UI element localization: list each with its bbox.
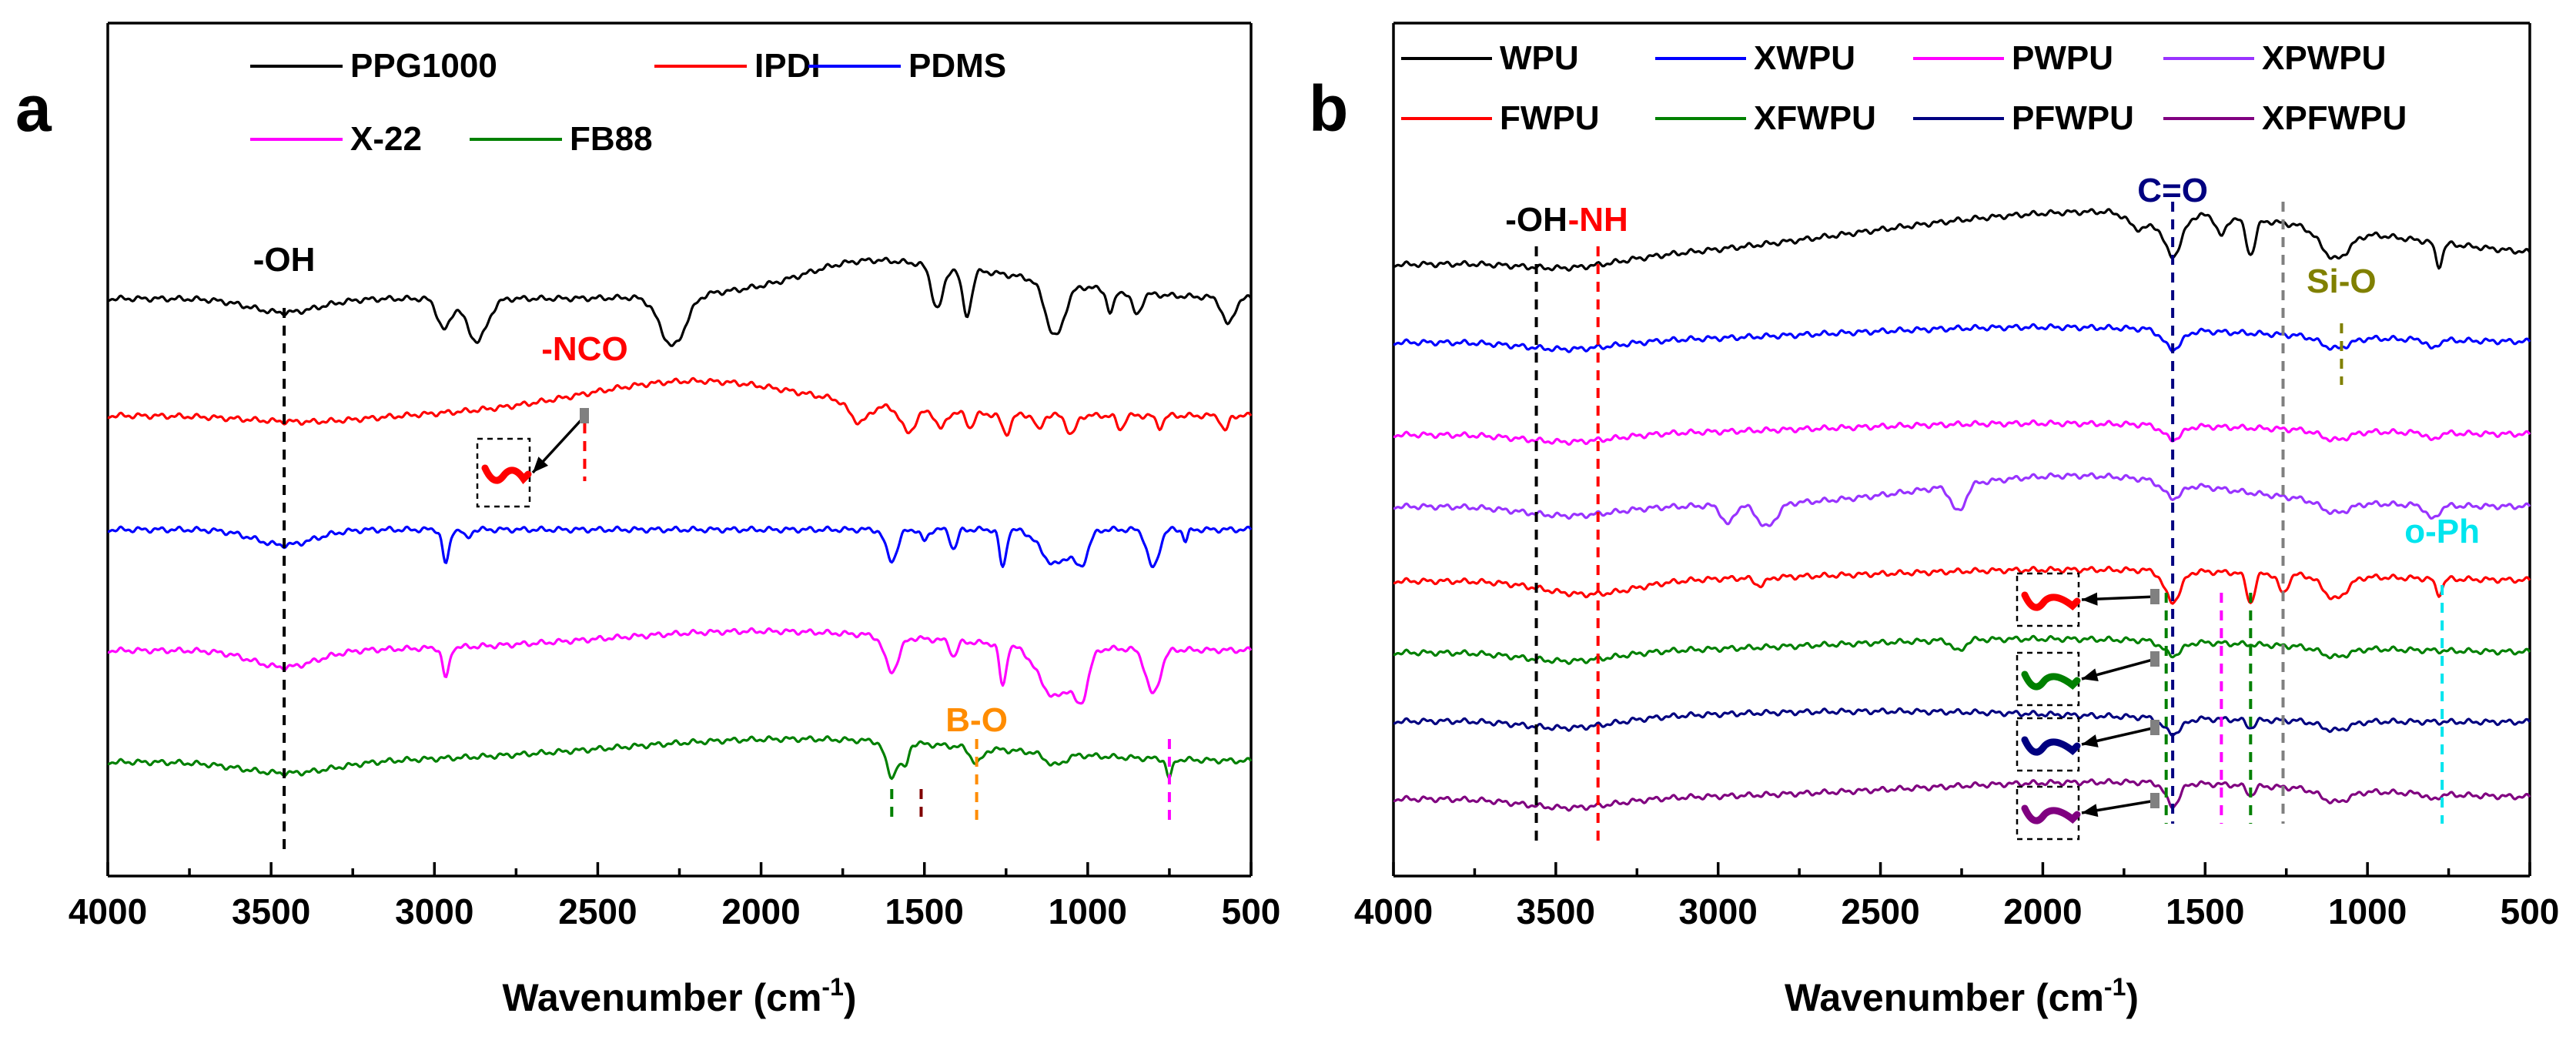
peak-annotation: o-Ph (2404, 513, 2480, 550)
spectrum-wpu (1393, 208, 2531, 272)
peak-annotation: -NH (1568, 201, 1628, 239)
spectrum-x-22 (107, 627, 1253, 705)
legend-label: XPWPU (2262, 39, 2386, 77)
spectrum-fb88 (107, 735, 1253, 781)
x-tick-label: 2000 (2003, 891, 2082, 931)
peak-annotation: -OH (1505, 201, 1567, 239)
x-tick-label: 2500 (558, 891, 637, 931)
peak-annotation: C=O (2137, 172, 2208, 209)
legend-label: XFWPU (1754, 99, 1876, 137)
peak-annotation: B-O (945, 701, 1008, 739)
zoom-region-marker (2150, 793, 2159, 808)
spectrum-ipdi (107, 376, 1253, 437)
x-tick-label: 3500 (232, 891, 310, 931)
inset-arrowhead (2082, 592, 2098, 606)
panel-a: 4000 3500 3000 2500 2000 1500 1000 500 Wavenumbe… (15, 22, 1281, 1019)
inset-arrowhead (2082, 668, 2099, 681)
inset-squiggle (2021, 670, 2081, 691)
x-tick-label: 4000 (1354, 891, 1433, 931)
legend-label: PDMS (908, 47, 1006, 85)
zoom-region-marker (2150, 651, 2159, 667)
inset-squiggle (481, 464, 532, 484)
legend-label: FWPU (1500, 99, 1600, 137)
x-tick-label: 4000 (69, 891, 147, 931)
spectrum-ppg1000 (107, 256, 1253, 347)
zoom-region-marker (580, 408, 589, 423)
spectrum-pwpu (1393, 419, 2531, 446)
inset-squiggle (2021, 736, 2081, 756)
inset-arrowhead (533, 456, 549, 473)
spectrum-xfwpu (1393, 634, 2531, 665)
x-tick-label: 3500 (1517, 891, 1595, 931)
inset-arrowhead (2082, 734, 2099, 747)
x-tick-label: 1000 (2328, 891, 2407, 931)
panel-label: a (15, 72, 52, 145)
x-tick-label: 1500 (885, 891, 964, 931)
x-tick-label: 1500 (2166, 891, 2244, 931)
legend-label: WPU (1500, 39, 1579, 77)
panel-label: b (1309, 72, 1348, 145)
peak-annotation: -OH (253, 241, 316, 279)
x-tick-label: 1000 (1049, 891, 1127, 931)
x-tick-label: 2000 (721, 891, 800, 931)
zoom-region-marker (2150, 589, 2159, 604)
x-tick-label: 2500 (1841, 891, 1919, 931)
legend-label: X-22 (350, 120, 422, 158)
legend-label: XWPU (1754, 39, 1855, 77)
x-tick-label: 500 (2501, 891, 2560, 931)
spectrum-xpfwpu (1393, 777, 2531, 812)
spectrum-pdms (107, 525, 1253, 569)
x-tick-label: 500 (1222, 891, 1281, 931)
peak-annotation: -NCO (541, 330, 627, 368)
x-axis-title: Wavenumber (cm-1) (502, 973, 856, 1019)
spectrum-fwpu (1393, 565, 2531, 605)
x-axis-title: Wavenumber (cm-1) (1785, 973, 2139, 1019)
legend-label: PPG1000 (350, 47, 497, 85)
spectrum-xpwpu (1393, 472, 2531, 527)
x-tick-label: 3000 (395, 891, 473, 931)
inset-squiggle (2021, 591, 2081, 611)
spectrum-xwpu (1393, 323, 2531, 353)
panel-b: 4000 3500 3000 2500 2000 1500 1000 500 Wavenumbe… (1309, 22, 2560, 1019)
inset-squiggle (2021, 804, 2081, 824)
peak-annotation: Si-O (2307, 263, 2376, 300)
x-tick-label: 3000 (1679, 891, 1758, 931)
legend-label: PWPU (2012, 39, 2113, 77)
spectrum-pfwpu (1393, 707, 2531, 737)
legend-label: XPFWPU (2262, 99, 2407, 137)
legend-label: PFWPU (2012, 99, 2134, 137)
zoom-region-marker (2150, 720, 2159, 735)
legend-label: FB88 (570, 120, 653, 158)
inset-arrowhead (2082, 804, 2099, 818)
